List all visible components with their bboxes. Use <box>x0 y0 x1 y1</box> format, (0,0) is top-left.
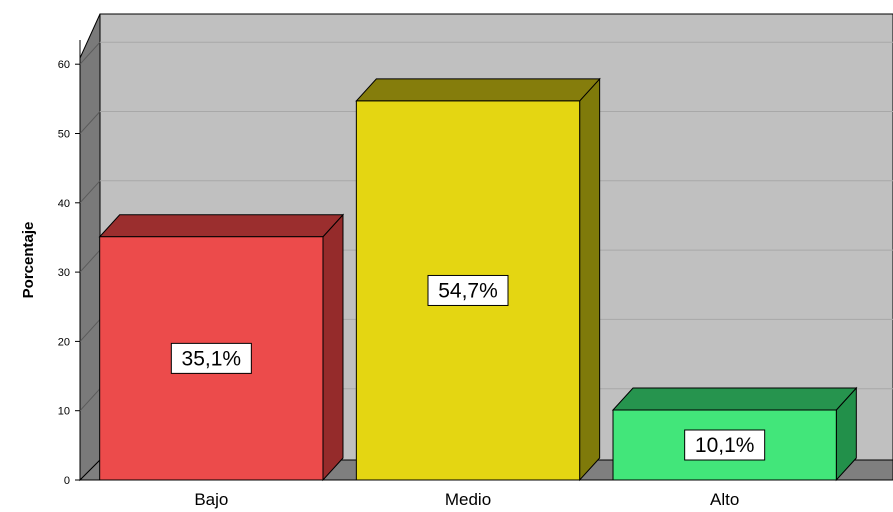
y-tick-label: 50 <box>58 129 70 141</box>
data-label-box <box>684 429 766 461</box>
gridline-wall <box>79 249 101 273</box>
bar-side-bajo <box>322 213 344 482</box>
x-tick-label: Bajo <box>194 490 228 509</box>
y-tick-label: 60 <box>58 59 70 71</box>
x-tick-label: Medio <box>445 490 491 509</box>
x-tick-label: Alto <box>710 490 739 509</box>
gridline-wall <box>79 180 101 204</box>
y-tick-label: 0 <box>64 475 70 487</box>
y-tick-label: 20 <box>58 336 70 348</box>
y-tick-label: 30 <box>58 267 70 279</box>
bar-alto <box>612 409 837 481</box>
gridline-wall <box>79 111 101 134</box>
y-tick-label: 40 <box>58 198 70 210</box>
data-label: 35,1% <box>182 347 242 370</box>
data-label: 10,1% <box>695 434 755 457</box>
gridline-wall <box>79 41 101 65</box>
gridline-wall <box>79 319 101 342</box>
plot-left-wall <box>79 13 101 482</box>
data-label-box <box>427 274 509 306</box>
y-tick-label: 10 <box>58 406 70 418</box>
data-label: 54,7% <box>438 279 498 302</box>
gridline-wall <box>79 388 101 412</box>
bar-top-bajo <box>98 214 345 238</box>
bar-top-alto <box>611 387 858 411</box>
bar-side-medio <box>579 77 601 482</box>
bar-top-medio <box>355 78 601 102</box>
data-label-box <box>170 342 252 374</box>
y-axis-title: Porcentaje <box>20 222 37 299</box>
